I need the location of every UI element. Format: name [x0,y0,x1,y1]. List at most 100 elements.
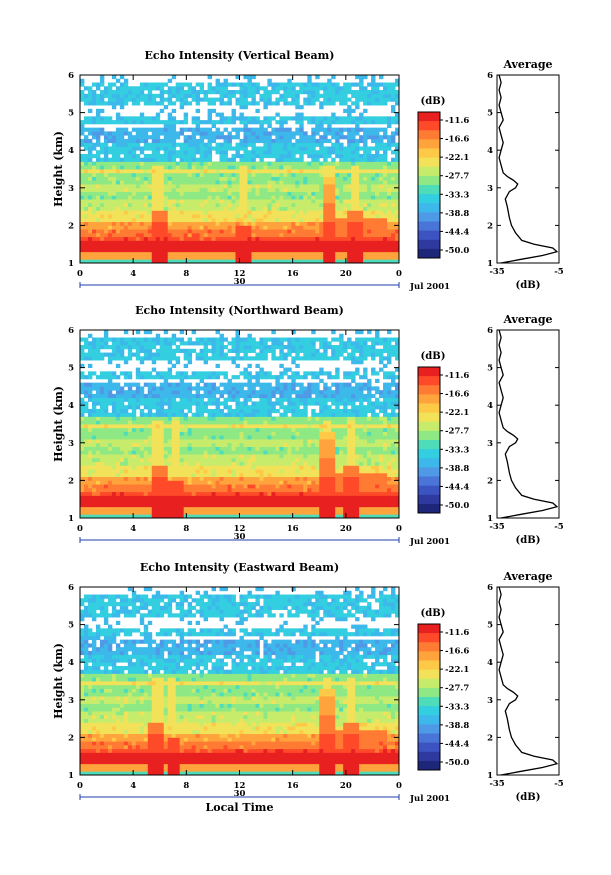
heatmap-cell [303,146,308,151]
heatmap-cell [387,510,392,515]
heatmap-cell [363,232,368,238]
heatmap-cell [259,214,264,219]
heatmap-cell [283,499,288,504]
heatmap-cell [159,487,165,493]
heatmap-cell [199,169,205,174]
heatmap-cell [307,499,312,504]
heatmap-cell [211,131,216,136]
heatmap-cell [111,191,117,196]
heatmap-cell [239,510,244,515]
heatmap-cell [255,210,260,215]
heatmap-cell [267,161,272,166]
heatmap-cell [127,138,133,144]
heatmap-cell [211,244,216,249]
heatmap-cell [259,229,264,234]
colorbar-tick-label: -22.1 [445,153,469,163]
heatmap-cell [343,450,348,455]
heatmap-cell [283,116,288,121]
heatmap-cell [203,244,208,249]
heatmap-cell [223,244,228,249]
heatmap-cell [115,514,121,519]
heatmap-cell [387,255,392,260]
heatmap-cell [151,172,157,177]
heatmap-cell [343,221,348,226]
heatmap-cell [80,514,85,519]
heatmap-cell [127,461,133,466]
heatmap-cell [171,86,177,91]
heatmap-cell [323,255,328,260]
heatmap-cell [135,244,141,249]
heatmap-cell [359,93,364,98]
heatmap-cell [195,225,201,230]
heatmap-cell [315,75,320,80]
heatmap-cell [339,199,344,204]
heatmap-cell [291,244,296,249]
heatmap-cell [275,244,280,249]
heatmap-cell [307,487,312,493]
heatmap-cell [315,244,320,249]
heatmap-cell [283,153,288,159]
heatmap-cell [387,169,392,174]
heatmap-cell [119,480,125,485]
heatmap-cell [95,180,101,185]
heatmap-cell [303,255,308,260]
heatmap-cell [147,244,153,249]
heatmap-cell [163,195,169,200]
heatmap-cell [127,472,133,478]
heatmap-cell [195,176,201,181]
heatmap-cell [323,120,328,125]
heatmap-cell [315,495,320,500]
heatmap-cell [155,195,161,200]
heatmap-cell [131,514,137,519]
heatmap-cell [255,446,260,451]
heatmap-cell [119,484,125,489]
heatmap-cell [279,169,284,174]
heatmap-cell [367,236,372,241]
heatmap-cell [395,457,400,462]
heatmap-cell [167,191,173,196]
heatmap-cell [375,131,380,136]
heatmap-cell [311,484,316,489]
heatmap-cell [227,499,232,504]
heatmap-cell [323,502,328,508]
heatmap-cell [83,195,89,200]
heatmap-cell [263,251,268,256]
heatmap-cell [371,127,376,132]
heatmap-cell [323,199,328,204]
heatmap-cell [143,457,149,462]
heatmap-cell [87,457,93,462]
heatmap-cell [287,510,292,515]
heatmap-cell [343,244,348,249]
heatmap-cell [91,502,97,508]
heatmap-cell [91,244,97,249]
heatmap-cell [155,487,161,493]
heatmap-cell [243,123,248,129]
heatmap-cell [271,229,276,234]
heatmap-cell [191,491,197,496]
heatmap-cell [131,199,137,204]
heatmap-cell [319,165,324,170]
heatmap-cell [303,454,308,459]
heatmap-cell [215,90,220,95]
heatmap-cell [319,472,324,478]
heatmap-cell [251,450,256,455]
heatmap-cell [143,146,149,151]
heatmap-cell [371,255,376,260]
heatmap-cell [151,450,157,455]
heatmap-cell [291,476,296,481]
heatmap-cell [303,165,308,170]
heatmap-cell [191,461,197,466]
heatmap-cell [303,131,308,136]
heatmap-cell [311,465,316,470]
heatmap-cell [187,180,193,185]
heatmap-cell [87,127,93,132]
heatmap-cell [159,142,165,147]
heatmap-cell [259,469,264,474]
heatmap-cell [363,131,368,136]
heatmap-cell [171,240,177,245]
heatmap-cell [359,476,364,481]
heatmap-cell [279,180,284,185]
heatmap-cell [135,457,141,462]
heatmap-cell [267,150,272,155]
heatmap-cell [187,187,193,192]
